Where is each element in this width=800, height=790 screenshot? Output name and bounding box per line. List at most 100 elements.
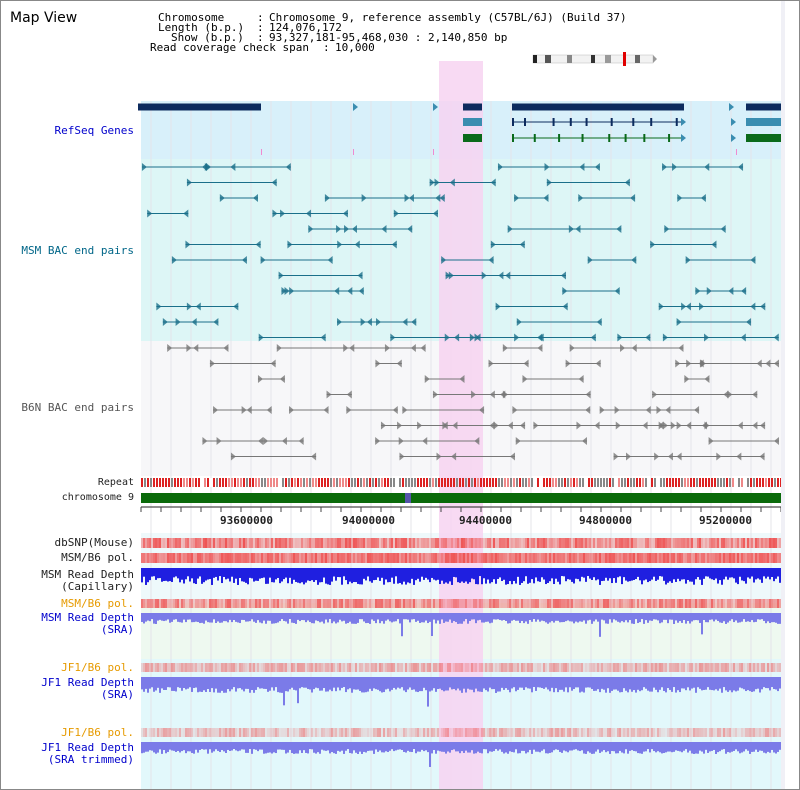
track-label-jf1-b6-pol-trimmed[interactable]: JF1/B6 pol. [61,726,134,739]
jf1-b6-pol-trim-cell [473,728,475,737]
msm-bac-pair-end [445,271,451,280]
track-label-jf1-depth-trimmed[interactable]: JF1 Read Depth [41,741,134,754]
jf1-b6-pol-trim-cell [739,728,741,737]
msm-b6-pol-cell [505,553,507,563]
jf1-b6-pol-cell [681,663,683,672]
jf1-b6-pol-trim-cell [457,728,459,737]
msm-capillary-depth-bar [153,568,155,577]
msm-b6-pol-sra-cell [313,599,315,608]
jf1-trimmed-depth-bar [547,742,549,754]
track-label-repeat[interactable]: Repeat [97,477,134,488]
msm-sra-depth-bar [541,613,543,621]
track-label-msm-b6-pol[interactable]: MSM/B6 pol. [61,551,134,564]
jf1-sra-depth-bar [157,677,159,688]
jf1-trimmed-depth-bar [183,742,185,751]
msm-b6-pol-cell [759,553,761,563]
msm-bac-pair-end [488,256,494,264]
track-label-dbsnp[interactable]: dbSNP(Mouse) [54,536,134,549]
track-label-b6n-bac[interactable]: B6N BAC end pairs [21,401,134,414]
msm-capillary-depth-bar [571,568,573,582]
jf1-trimmed-depth-bar [597,742,599,750]
track-label-msm-depth-sra[interactable]: MSM Read Depth [41,611,134,624]
jf1-sra-depth-bar [353,677,355,690]
track-label-msm-depth-capillary[interactable]: MSM Read Depth [41,568,134,581]
msm-sra-depth-bar [497,613,499,620]
jf1-b6-pol-trim-cell [567,728,569,737]
msm-capillary-depth-bar [381,568,383,578]
dbsnp-cell [659,538,661,548]
msm-b6-pol-sra-cell [657,599,659,608]
repeat-segment [507,478,509,487]
jf1-b6-pol-trim-cell [221,728,223,737]
b6n-bac-pair-end [774,359,779,368]
dbsnp-cell [285,538,287,548]
jf1-b6-pol-trim-cell [405,728,407,737]
repeat-segment [540,478,542,487]
msm-b6-pol-sra-cell [243,599,245,608]
repeat-segment [267,478,269,487]
track-label-chromosome[interactable]: chromosome 9 [61,492,134,503]
msm-b6-pol-cell [723,553,725,563]
dbsnp-cell [471,538,473,548]
msm-b6-pol-cell [525,553,527,563]
msm-sra-depth-bar [681,613,683,623]
jf1-sra-depth-bar [639,677,641,692]
jf1-trimmed-depth-bar [491,742,493,752]
track-label-refseq-genes[interactable]: RefSeq Genes [54,124,134,137]
msm-bac-pair-end [617,333,623,342]
refseq-exon [533,134,536,142]
msm-sra-depth-bar [187,613,189,620]
jf1-sra-depth-bar [597,677,599,690]
dbsnp-cell [233,538,235,548]
jf1-b6-pol-trim-cell [563,728,565,737]
msm-b6-pol-sra-cell [511,599,513,608]
jf1-sra-depth-bar [743,677,745,690]
msm-b6-pol-cell [461,553,463,563]
jf1-b6-pol-cell [649,663,651,672]
b6n-bac-pair-end [642,421,648,430]
msm-capillary-depth-bar [581,568,583,577]
dbsnp-cell [325,538,327,548]
msm-b6-pol-sra-cell [381,599,383,608]
jf1-b6-pol-trim-cell [745,728,747,737]
jf1-b6-pol-trim-cell [353,728,355,737]
jf1-trimmed-depth-bar [285,742,287,754]
msm-capillary-depth-bar [665,568,667,585]
repeat-segment [381,478,383,487]
refseq-exon [624,134,627,142]
msm-sra-depth-bar [555,613,557,621]
msm-capillary-depth-bar [625,568,627,581]
msm-b6-pol-cell [547,553,549,563]
dbsnp-cell [203,538,205,548]
msm-b6-pol-cell [739,553,741,563]
repeat-segment [375,478,377,487]
jf1-b6-pol-cell [663,663,665,672]
jf1-b6-pol-trim-cell [337,728,339,737]
msm-b6-pol-cell [183,553,185,563]
jf1-b6-pol-trim-cell [173,728,175,737]
msm-capillary-depth-bar [635,568,637,580]
repeat-segment [543,478,545,487]
msm-b6-pol-sra-cell [587,599,589,608]
msm-sra-depth-bar [533,613,535,620]
msm-b6-pol-sra-cell [741,599,743,608]
dbsnp-cell [523,538,525,548]
dbsnp-cell [743,538,745,548]
msm-capillary-depth-bar [155,568,157,580]
jf1-b6-pol-trim-cell [595,728,597,737]
msm-bac-pair-end [278,271,284,280]
track-label-msm-b6-pol-sra[interactable]: MSM/B6 pol. [61,597,134,610]
repeat-segment [759,478,761,487]
jf1-trimmed-depth-bar [379,742,381,751]
track-label-jf1-b6-pol[interactable]: JF1/B6 pol. [61,661,134,674]
jf1-trimmed-depth-bar [309,742,311,750]
repeat-segment [417,478,419,487]
msm-b6-pol-sra-cell [185,599,187,608]
jf1-b6-pol-cell [569,663,571,672]
track-label-msm-bac[interactable]: MSM BAC end pairs [21,244,134,257]
dbsnp-cell [759,538,761,548]
msm-b6-pol-cell [559,553,561,563]
track-label-jf1-depth-sra[interactable]: JF1 Read Depth [41,676,134,689]
jf1-trimmed-depth-bar [245,742,247,753]
